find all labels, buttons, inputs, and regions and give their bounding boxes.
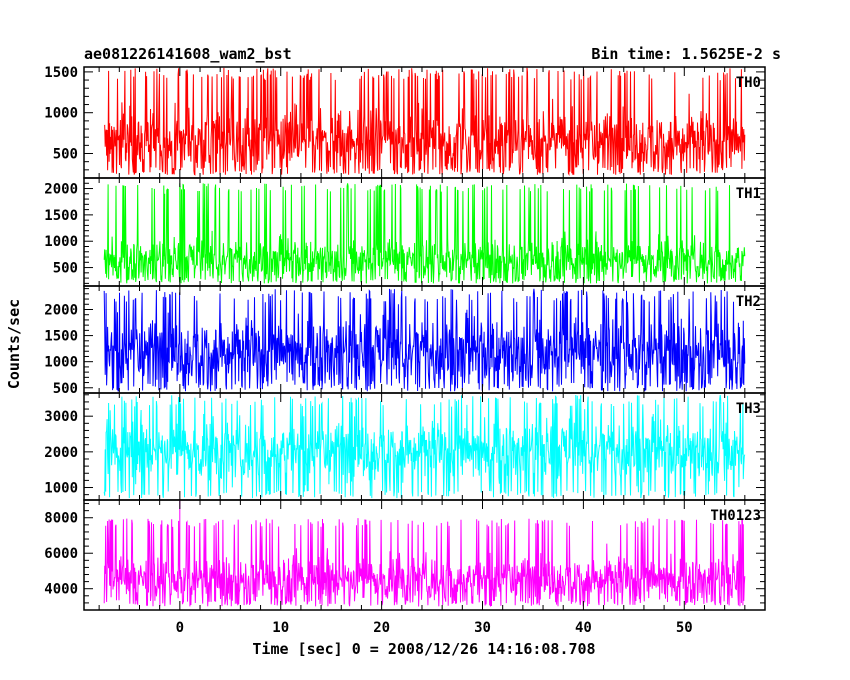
panel-th2: 500 1000 1500 2000 TH2	[44, 285, 766, 397]
y-tick-label: 2000	[44, 182, 78, 198]
x-axis-label: Time [sec] 0 = 2008/12/26 14:16:08.708	[252, 640, 595, 658]
x-tick-label: 10	[272, 620, 289, 636]
y-tick-label: 1000	[44, 355, 78, 371]
panel-label-th0123: TH0123	[710, 508, 761, 524]
panel-label-th0: TH0	[736, 75, 761, 91]
y-tick-label: 1500	[44, 208, 78, 224]
panel-label-th3: TH3	[736, 401, 761, 417]
panel-label-th2: TH2	[736, 294, 761, 310]
y-tick-label: 500	[53, 261, 78, 277]
series-line-th3	[103, 394, 746, 499]
panel-th0: 500 1000 1500 TH0	[44, 65, 766, 179]
panel-th1: 500 1000 1500 2000 TH1	[44, 177, 766, 287]
series-line-th2	[103, 288, 746, 392]
panel-frame	[83, 499, 766, 611]
panel-label-th1: TH1	[736, 186, 761, 202]
y-tick-label: 1500	[44, 329, 78, 345]
y-tick-label: 2000	[44, 302, 78, 318]
x-tick-label: 20	[373, 620, 390, 636]
y-tick-label: 1000	[44, 106, 78, 122]
bin-time-label: Bin time: 1.5625E-2 s	[591, 45, 781, 63]
series-line-th1	[103, 183, 746, 285]
x-tick-label: 50	[676, 620, 693, 636]
y-tick-label: 2000	[44, 445, 78, 461]
y-tick-label: 6000	[44, 546, 78, 562]
x-tick-label: 0	[176, 620, 184, 636]
y-tick-label: 1000	[44, 234, 78, 250]
y-tick-label: 500	[53, 381, 78, 397]
series-line-th0123	[103, 500, 746, 607]
y-tick-label: 500	[53, 147, 78, 163]
panel-th0123: 4000 6000 8000 TH0123	[44, 499, 766, 611]
x-tick-label: 30	[474, 620, 491, 636]
y-tick-label: 1000	[44, 481, 78, 497]
y-axis-label: Counts/sec	[5, 299, 23, 389]
y-tick-label: 8000	[44, 511, 78, 527]
x-tick-label: 40	[575, 620, 592, 636]
y-tick-label: 1500	[44, 65, 78, 81]
panel-th3: 1000 2000 3000 TH3	[44, 392, 766, 501]
observation-id-title: ae081226141608_wam2_bst	[84, 45, 292, 63]
series-line-th0	[104, 67, 746, 177]
y-tick-label: 4000	[44, 582, 78, 598]
y-tick-label: 3000	[44, 409, 78, 425]
